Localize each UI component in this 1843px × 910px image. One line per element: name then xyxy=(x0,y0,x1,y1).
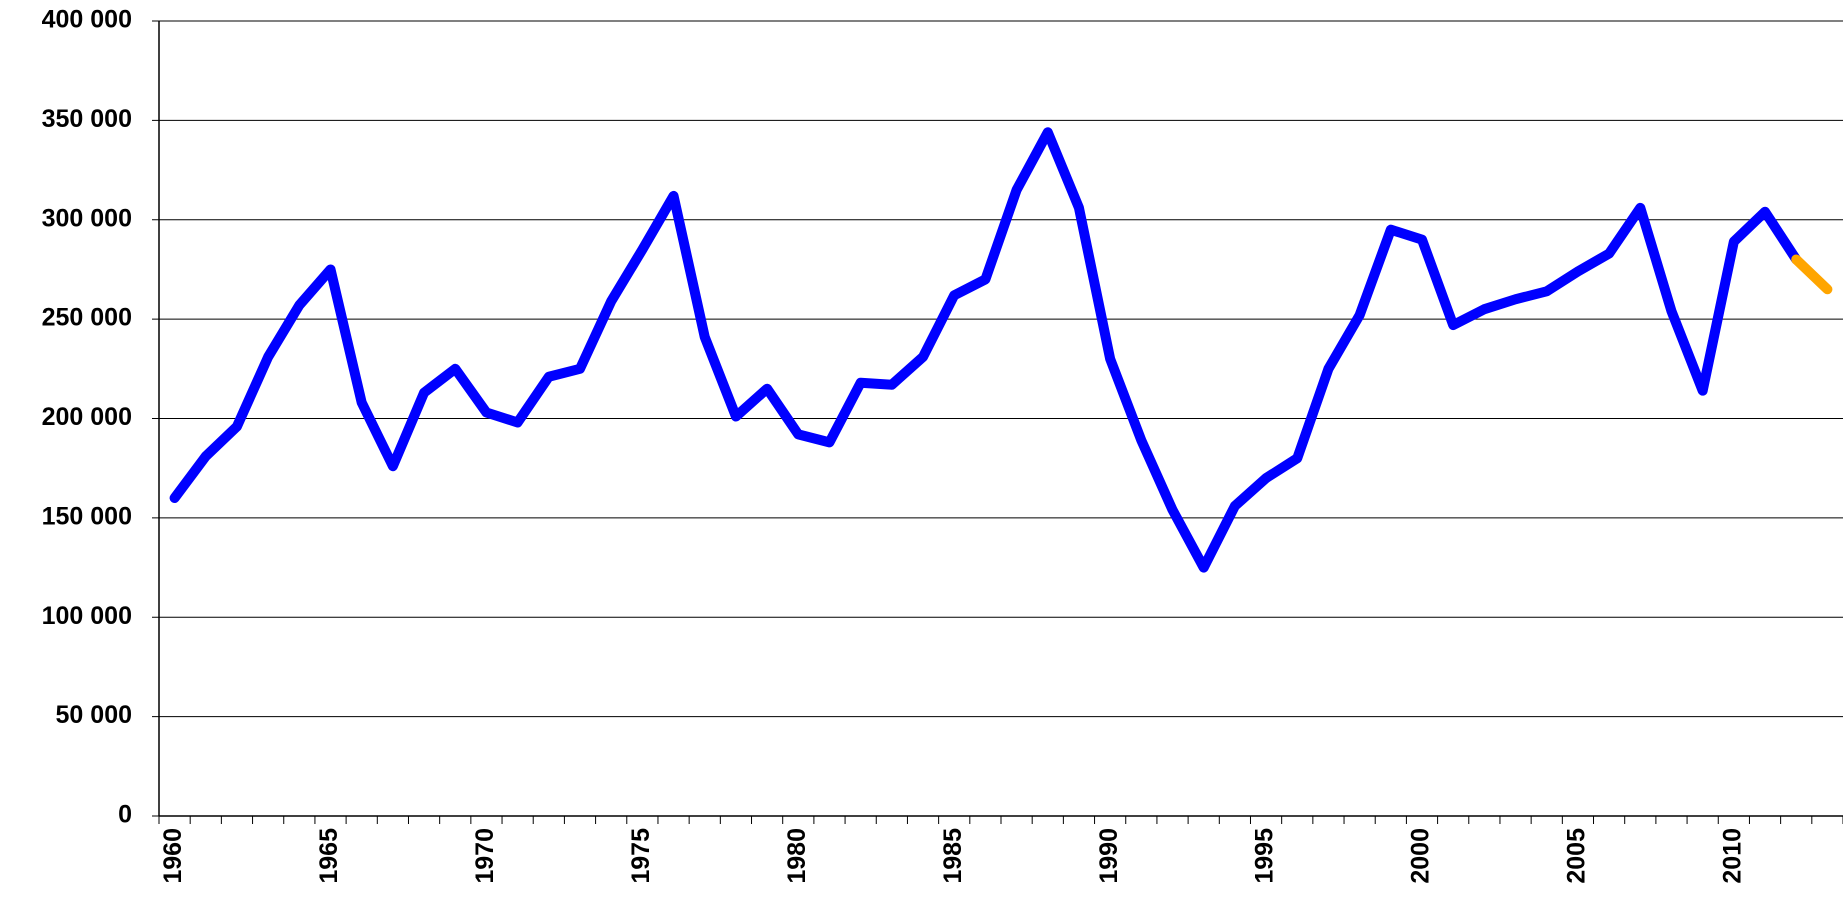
y-tick-label: 50 000 xyxy=(56,701,132,729)
y-tick-label: 200 000 xyxy=(42,403,132,431)
x-tick-label: 1995 xyxy=(1251,828,1279,884)
x-tick-label: 1970 xyxy=(471,828,499,884)
x-tick-label: 2005 xyxy=(1563,828,1591,884)
x-tick-label: 2010 xyxy=(1718,828,1746,884)
x-tick-label: 1990 xyxy=(1095,828,1123,884)
x-tick-label: 1965 xyxy=(315,828,343,884)
y-tick-label: 250 000 xyxy=(42,304,132,332)
x-tick-label: 1985 xyxy=(939,828,967,884)
y-tick-label: 0 xyxy=(118,801,132,829)
data-line xyxy=(169,127,1802,573)
y-tick-label: 350 000 xyxy=(42,105,132,133)
data-line xyxy=(1791,254,1833,295)
y-tick-label: 400 000 xyxy=(42,6,132,34)
y-tick-label: 300 000 xyxy=(42,204,132,232)
x-tick-label: 1975 xyxy=(627,828,655,884)
y-tick-label: 150 000 xyxy=(42,502,132,530)
x-tick-label: 2000 xyxy=(1407,828,1435,884)
x-tick-label: 1980 xyxy=(783,828,811,884)
x-tick-label: 1960 xyxy=(159,828,187,884)
y-tick-label: 100 000 xyxy=(42,602,132,630)
